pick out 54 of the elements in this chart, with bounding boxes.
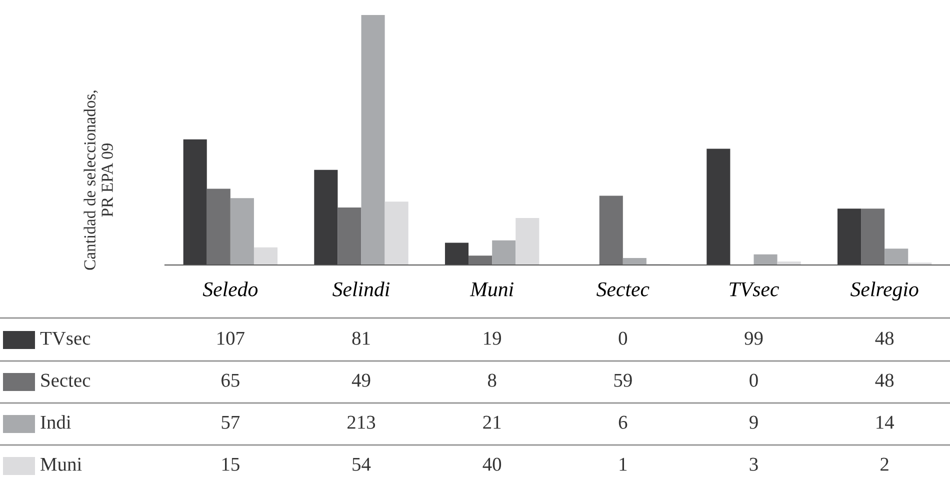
data-label: 65 bbox=[222, 374, 240, 387]
bar bbox=[230, 198, 254, 265]
bar bbox=[706, 148, 730, 265]
data-label: 6 bbox=[618, 416, 628, 429]
x-tick-label: Selregio bbox=[850, 282, 918, 301]
data-label: 99 bbox=[744, 332, 763, 345]
bar bbox=[884, 248, 908, 265]
bar bbox=[837, 208, 862, 265]
data-label: 19 bbox=[484, 332, 502, 345]
bar bbox=[622, 258, 646, 265]
x-tick-label: Muni bbox=[470, 282, 514, 296]
bar bbox=[183, 139, 207, 265]
x-tick-label: Selindi bbox=[332, 282, 390, 296]
data-label: 1 bbox=[620, 458, 627, 471]
data-label: 49 bbox=[352, 374, 370, 387]
bar bbox=[314, 170, 338, 265]
data-label: 59 bbox=[614, 374, 632, 387]
bar bbox=[444, 242, 469, 265]
data-label: 107 bbox=[218, 332, 244, 345]
bar bbox=[361, 15, 385, 265]
data-label: 15 bbox=[222, 458, 240, 471]
legend-label: Muni bbox=[40, 458, 82, 471]
y-axis-title: Cantidad de seleccionados, PR EPA 09 bbox=[84, 90, 113, 270]
bar bbox=[516, 218, 540, 265]
data-label: 2 bbox=[880, 458, 888, 471]
data-label: 14 bbox=[876, 416, 894, 429]
data-label: 21 bbox=[483, 416, 501, 429]
data-label: 54 bbox=[352, 458, 371, 471]
x-tick-label: Sectec bbox=[596, 282, 650, 296]
x-tick-label: Seledo bbox=[202, 282, 258, 296]
data-label: 48 bbox=[875, 332, 894, 345]
data-label: 9 bbox=[750, 416, 758, 429]
data-label: 40 bbox=[482, 458, 502, 471]
bar bbox=[861, 208, 885, 265]
bar bbox=[468, 256, 492, 265]
legend-label: Indi bbox=[40, 415, 71, 429]
x-tick-label: TVsec bbox=[730, 282, 779, 296]
bar bbox=[384, 202, 408, 265]
data-label: 57 bbox=[222, 416, 240, 429]
bar bbox=[338, 207, 362, 265]
data-label: 0 bbox=[618, 332, 628, 345]
legend-label: TVsec bbox=[40, 332, 90, 345]
bar bbox=[206, 188, 230, 265]
data-label: 3 bbox=[750, 458, 758, 471]
legend-label: Sectec bbox=[41, 374, 90, 387]
data-label: 8 bbox=[488, 374, 496, 387]
data-label: 48 bbox=[875, 374, 894, 387]
bar bbox=[754, 254, 778, 265]
bar bbox=[254, 247, 278, 265]
data-label: 213 bbox=[348, 416, 376, 429]
data-label: 81 bbox=[352, 332, 370, 345]
bar bbox=[492, 240, 516, 265]
bar bbox=[599, 196, 623, 265]
data-label: 0 bbox=[750, 374, 758, 387]
